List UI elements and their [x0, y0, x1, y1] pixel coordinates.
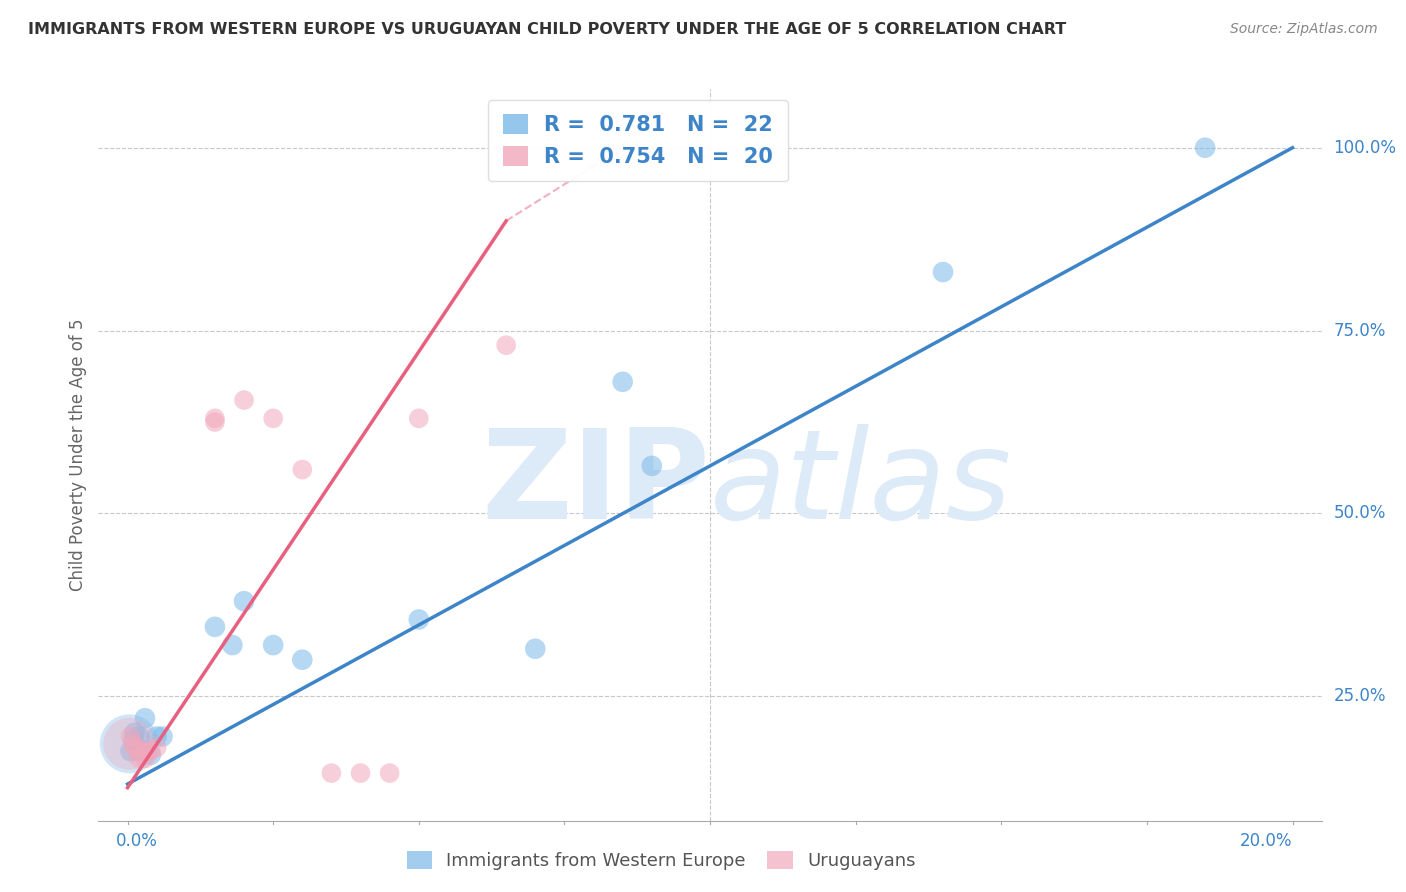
Point: [408, 411, 430, 425]
Text: 75.0%: 75.0%: [1333, 322, 1386, 340]
Point: [291, 462, 314, 476]
Point: [128, 744, 150, 758]
Point: [124, 740, 146, 755]
Point: [134, 744, 156, 758]
Text: ZIP: ZIP: [481, 424, 710, 545]
Point: [122, 737, 145, 751]
Point: [134, 744, 156, 758]
Point: [139, 744, 162, 758]
Point: [262, 638, 284, 652]
Y-axis label: Child Poverty Under the Age of 5: Child Poverty Under the Age of 5: [69, 318, 87, 591]
Point: [139, 747, 162, 762]
Text: Source: ZipAtlas.com: Source: ZipAtlas.com: [1230, 22, 1378, 37]
Point: [122, 733, 145, 747]
Point: [134, 751, 156, 765]
Text: 100.0%: 100.0%: [1333, 139, 1396, 157]
Point: [128, 751, 150, 765]
Point: [641, 458, 664, 473]
Point: [124, 726, 146, 740]
Point: [120, 744, 142, 758]
Point: [120, 730, 142, 744]
Point: [495, 338, 517, 352]
Point: [118, 737, 141, 751]
Text: IMMIGRANTS FROM WESTERN EUROPE VS URUGUAYAN CHILD POVERTY UNDER THE AGE OF 5 COR: IMMIGRANTS FROM WESTERN EUROPE VS URUGUA…: [28, 22, 1066, 37]
Point: [134, 711, 156, 725]
Text: 50.0%: 50.0%: [1333, 505, 1386, 523]
Point: [408, 613, 430, 627]
Point: [524, 641, 547, 656]
Point: [145, 740, 167, 755]
Point: [221, 638, 243, 652]
Point: [378, 766, 401, 780]
Point: [118, 737, 141, 751]
Point: [128, 744, 150, 758]
Text: 0.0%: 0.0%: [115, 831, 157, 849]
Point: [152, 730, 174, 744]
Point: [1194, 141, 1216, 155]
Point: [204, 415, 226, 429]
Text: 20.0%: 20.0%: [1240, 831, 1292, 849]
Point: [349, 766, 371, 780]
Point: [262, 411, 284, 425]
Point: [128, 730, 150, 744]
Point: [291, 653, 314, 667]
Point: [321, 766, 343, 780]
Point: [204, 411, 226, 425]
Point: [932, 265, 955, 279]
Point: [233, 392, 256, 407]
Point: [233, 594, 256, 608]
Text: atlas: atlas: [710, 424, 1012, 545]
Legend: Immigrants from Western Europe, Uruguayans: Immigrants from Western Europe, Uruguaya…: [399, 844, 922, 878]
Point: [612, 375, 634, 389]
Text: 25.0%: 25.0%: [1333, 688, 1386, 706]
Point: [204, 620, 226, 634]
Point: [145, 730, 167, 744]
